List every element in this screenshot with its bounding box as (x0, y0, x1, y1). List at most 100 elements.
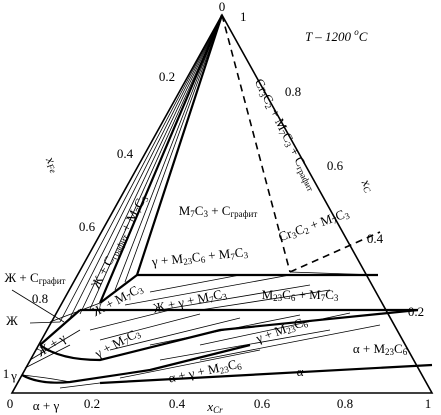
label-part: 7 (331, 215, 339, 226)
region-label: M23C6 + M7C3 (262, 287, 339, 303)
tie-line (114, 14, 223, 291)
left-tick-label: 0.2 (159, 69, 175, 84)
label-part: Ж + γ + M (152, 289, 211, 316)
label-part: 6 (403, 347, 408, 357)
label-part: графит (230, 209, 257, 219)
region-label: α + γ + M23C6 (167, 355, 243, 386)
label-part: Ж + M (90, 288, 130, 319)
label-part: γ + M (150, 251, 184, 269)
label-part: 3 (291, 230, 299, 241)
label-part: 7 (123, 336, 132, 347)
title-part: o (354, 27, 359, 37)
triangle (10, 13, 434, 394)
boundary (39, 309, 81, 346)
bottom-tick-label: 0.8 (337, 396, 353, 411)
bottom-tick-label: 0.4 (169, 396, 186, 411)
title-part: T – 1200 (305, 29, 354, 44)
label-part: + M (204, 246, 231, 264)
tie-line (69, 14, 223, 319)
label-part: графит (39, 276, 66, 286)
label-part: C (361, 184, 373, 195)
labels: 0.2 0.4 0.6 0.8 1 0 0.2 0.4 0.6 0.8 1 0.8 0.6 0.4 0.2 x… (3, 69, 432, 415)
boundary (99, 274, 138, 304)
label-part: + M (295, 287, 321, 302)
label-part: 3 (203, 209, 208, 219)
label-part: 6 (291, 293, 296, 303)
label-part: 7 (134, 206, 145, 215)
label-part: 3 (334, 293, 339, 303)
right-axis-name: xC (357, 176, 378, 196)
right-tick-label: 0.4 (367, 231, 384, 246)
tie-line (124, 14, 223, 283)
label-part: 3 (243, 250, 249, 260)
label-part: 7 (230, 251, 236, 261)
label-part: γ (10, 368, 17, 383)
label-part: α (297, 364, 304, 379)
tie-line (59, 14, 223, 323)
label-part: 3 (282, 141, 293, 150)
label-part: 7 (125, 292, 134, 303)
label-part: γ + M (253, 321, 289, 346)
boundary (98, 14, 224, 304)
label-part: C (234, 244, 244, 260)
label-part: 3 (140, 194, 151, 203)
left-tick-label: 0.6 (79, 219, 96, 234)
label-part: Cr (276, 225, 294, 244)
label-part: 7 (208, 294, 215, 305)
label-part: 7 (321, 293, 326, 303)
label-part: 2 (263, 102, 274, 111)
label-part: Cr (213, 405, 223, 415)
region-label: M7C3 + Cграфит (179, 203, 258, 219)
tie-lines (24, 274, 381, 379)
label-part: + C (208, 203, 231, 218)
bottom-tick-label: 1 (425, 396, 432, 411)
label-part: 7 (276, 129, 287, 138)
region-label: γ + M23C6 + M7C3 (150, 244, 249, 270)
bottom-tick-label: 0.2 (84, 396, 100, 411)
bottom-tick-label: 0.6 (254, 396, 271, 411)
label-part: Fe (44, 161, 58, 175)
right-tick-label: 0.2 (408, 304, 424, 319)
left-axis-name: xFe (42, 153, 64, 175)
label-part: Ж (6, 313, 18, 328)
label-part: C (226, 356, 238, 372)
apex-label: 0 (219, 0, 226, 14)
right-tick-label: 0.8 (285, 84, 301, 99)
region-label: Ж + Cграфит (5, 270, 66, 286)
label-part: M (179, 203, 191, 218)
label-part: x (206, 399, 213, 414)
label-part: 3 (257, 90, 268, 99)
label-part: α + γ (33, 398, 60, 413)
tie-line (79, 14, 223, 315)
temperature-title: T – 1200 oC (305, 27, 368, 44)
boundary (59, 382, 101, 389)
title-part: C (359, 29, 368, 44)
diagram-lines (10, 13, 434, 394)
label-part: 23 (273, 293, 283, 303)
boundary (135, 14, 224, 276)
label-part: 23 (183, 256, 193, 267)
boundary (39, 308, 419, 362)
tie-line (89, 14, 223, 310)
label-part: 23 (285, 323, 297, 336)
label-part: C (195, 203, 204, 218)
region-label: Cr3C2 + M7C3 (276, 205, 351, 245)
label-part: 3 (343, 210, 351, 221)
region-label: α + γ (33, 398, 60, 413)
region-label: Ж + γ + M7C3 (152, 285, 229, 316)
label-part: 23 (219, 364, 230, 376)
region-label: γ (10, 368, 17, 383)
label-part: + M (305, 211, 334, 234)
label-part: C (191, 249, 201, 265)
right-tick-label: 0.6 (327, 158, 344, 173)
label-part: + M (266, 103, 291, 133)
left-tick-label: 0.8 (32, 291, 48, 306)
label-part: 2 (303, 225, 311, 236)
bottom-tick-label: 0 (7, 396, 14, 411)
region-label: α + M23C6 (353, 341, 408, 357)
alpha-boundary (99, 363, 433, 385)
leader (29, 321, 61, 324)
label-part: C (394, 341, 403, 356)
bottom-axis-name: xCr (206, 399, 223, 415)
